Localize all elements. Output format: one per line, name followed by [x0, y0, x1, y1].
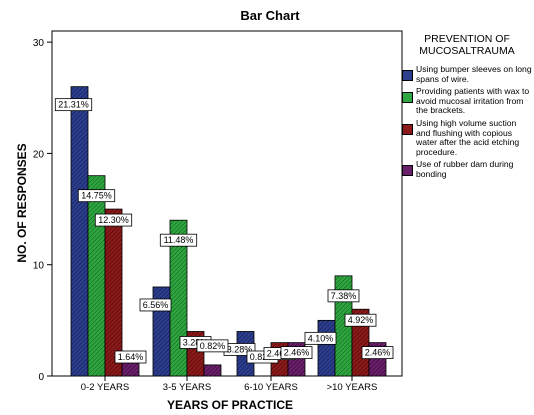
chart-title: Bar Chart: [240, 8, 300, 23]
data-label-text: 0.82%: [200, 341, 226, 351]
bar-series3-1: [104, 208, 123, 377]
legend-title: PREVENTION OF MUCOSALTRAUMA: [419, 33, 515, 57]
data-label-text: 0.82%: [250, 352, 276, 362]
data-label: 11.48%: [159, 233, 198, 247]
data-label-box: [114, 350, 147, 364]
data-label: 1.64%: [114, 350, 147, 364]
x-tick-label: 6-10 YEARS: [244, 382, 298, 393]
bar-series4-2: [203, 364, 222, 377]
data-label-text: 6.56%: [143, 300, 169, 310]
bar-series1-4: [317, 319, 336, 377]
data-label: 4.92%: [344, 313, 377, 327]
data-label-box: [54, 98, 93, 112]
legend-label: Use of rubber dam during bonding: [416, 159, 514, 179]
data-label: 6.56%: [139, 298, 172, 312]
data-label-text: 2.46%: [267, 349, 293, 359]
legend-swatch: [402, 70, 413, 81]
x-tick-label: 0-2 YEARS: [81, 382, 129, 393]
bar-series2-1: [87, 175, 106, 377]
data-label-text: 12.30%: [98, 215, 129, 225]
x-axis-label: YEARS OF PRACTICE: [167, 398, 293, 412]
data-label-box: [139, 298, 172, 312]
data-label: 21.31%: [54, 98, 93, 112]
data-label-box: [304, 331, 337, 345]
data-label-box: [196, 339, 229, 353]
legend-item-2: Providing patients with wax to avoid muc…: [402, 86, 532, 116]
data-label: 0.82%: [196, 339, 229, 353]
legend-item-1: Using bumper sleeves on long spans of wi…: [402, 64, 532, 84]
data-label: 2.46%: [280, 346, 313, 360]
x-tick-label: >10 YEARS: [327, 382, 378, 393]
y-axis-label: NO. OF RESPONSES: [15, 143, 29, 262]
data-label-text: 4.92%: [348, 315, 374, 325]
data-label-box: [344, 313, 377, 327]
data-label-text: 3.28%: [183, 337, 209, 347]
legend-label: Using high volume suction and flushing w…: [416, 117, 520, 157]
data-label-box: [94, 213, 133, 227]
data-label-text: 2.46%: [365, 348, 391, 358]
data-label-text: 14.75%: [81, 191, 112, 201]
legend-item-3: Using high volume suction and flushing w…: [402, 117, 532, 157]
data-label-box: [361, 346, 394, 360]
data-label-box: [77, 189, 116, 203]
x-tick-label: 3-5 YEARS: [163, 382, 211, 393]
legend-label: Using bumper sleeves on long spans of wi…: [416, 64, 532, 84]
data-label-text: 11.48%: [164, 235, 194, 245]
legend: PREVENTION OF MUCOSALTRAUMA Using bumper…: [402, 33, 532, 183]
data-label: 14.75%: [77, 189, 116, 203]
data-label: 2.46%: [361, 346, 394, 360]
legend-swatch: [402, 123, 413, 135]
data-label-text: 1.64%: [118, 352, 144, 362]
data-label: 12.30%: [94, 213, 133, 227]
data-label-text: 7.38%: [331, 291, 357, 301]
data-label-text: 4.10%: [308, 333, 334, 343]
data-label-box: [159, 233, 198, 247]
data-label-text: 2.46%: [284, 348, 310, 358]
legend-item-4: Use of rubber dam during bonding: [402, 159, 532, 179]
data-label-text: 3.28%: [227, 344, 253, 354]
data-label-text: 21.31%: [58, 100, 89, 110]
y-tick-label: 10: [33, 261, 45, 272]
legend-swatch: [402, 92, 413, 104]
data-label-box: [280, 346, 313, 360]
y-tick-label: 20: [33, 149, 45, 160]
data-label: 7.38%: [327, 289, 360, 303]
legend-swatch: [402, 165, 413, 177]
y-tick-label: 0: [38, 372, 44, 383]
y-tick-label: 30: [33, 38, 45, 49]
legend-label: Providing patients with wax to avoid muc…: [416, 86, 530, 116]
bar-series1-1: [70, 86, 89, 377]
data-label-box: [327, 289, 360, 303]
data-label: 4.10%: [304, 331, 337, 345]
